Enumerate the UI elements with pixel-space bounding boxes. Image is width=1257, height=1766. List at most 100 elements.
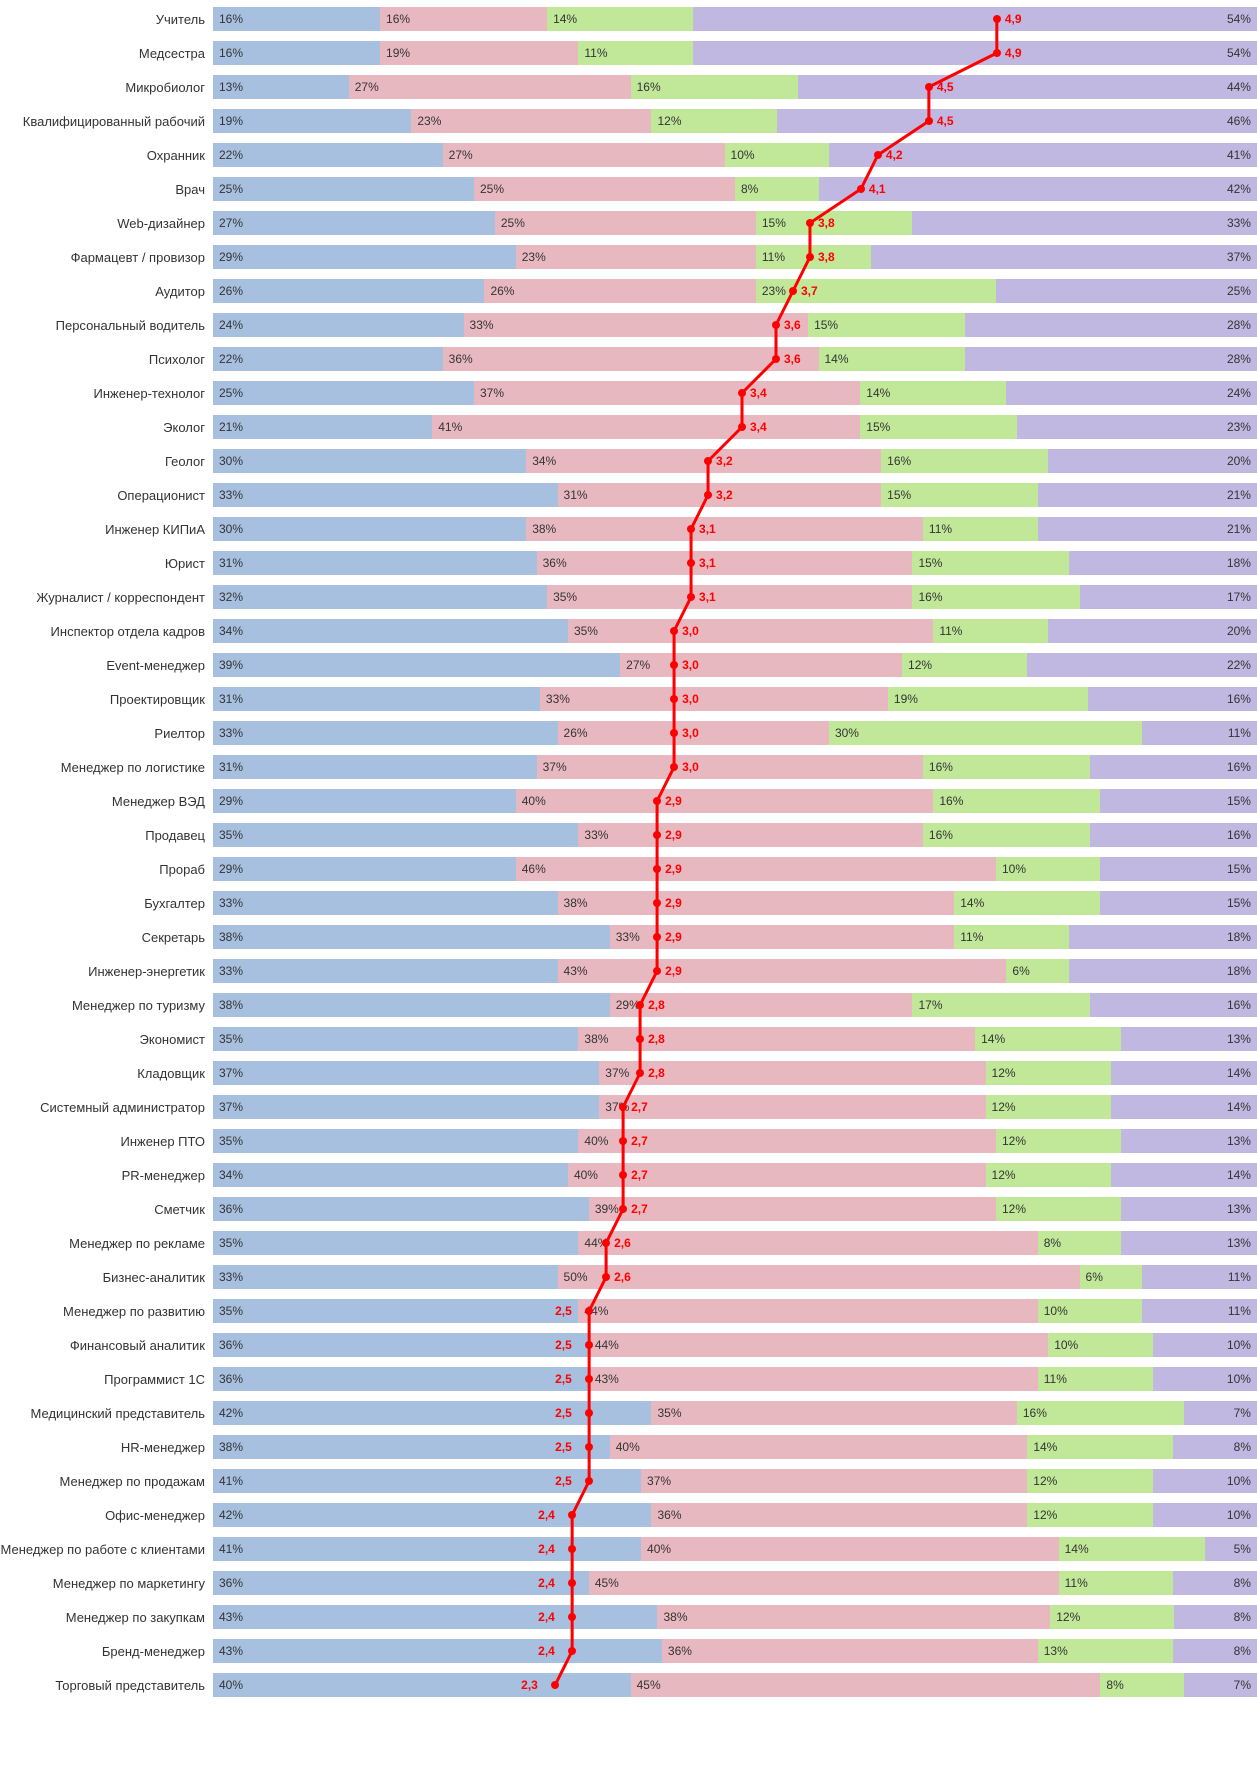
row-label: Менеджер по туризму xyxy=(0,998,213,1013)
bar-segment-3: 17% xyxy=(912,993,1089,1017)
bar-segment-1: 27% xyxy=(213,211,495,235)
bar-area: 34%40%12%14% xyxy=(213,1163,1257,1187)
bar-segment-3: 14% xyxy=(547,7,693,31)
bar-segment-1: 19% xyxy=(213,109,411,133)
row-label: Менеджер по логистике xyxy=(0,760,213,775)
bar-segment-3: 19% xyxy=(888,687,1088,711)
bar-area: 24%33%15%28% xyxy=(213,313,1257,337)
row-label: Менеджер по маркетингу xyxy=(0,1576,213,1591)
bar-segment-3: 10% xyxy=(1038,1299,1142,1323)
bar-segment-2: 35% xyxy=(651,1401,1016,1425)
bar-area: 36%43%11%10% xyxy=(213,1367,1257,1391)
bar-area: 13%27%16%44% xyxy=(213,75,1257,99)
bar-segment-2: 44% xyxy=(578,1299,1037,1323)
bar-segment-1: 35% xyxy=(213,1231,578,1255)
bar-segment-4: 41% xyxy=(829,143,1257,167)
row-label: Офис-менеджер xyxy=(0,1508,213,1523)
bar-segment-2: 37% xyxy=(641,1469,1027,1493)
chart-row: Бизнес-аналитик33%50%6%11% xyxy=(0,1262,1257,1292)
chart-row: Системный администратор37%37%12%14% xyxy=(0,1092,1257,1122)
chart-row: Персональный водитель24%33%15%28% xyxy=(0,310,1257,340)
bar-segment-1: 33% xyxy=(213,891,558,915)
bar-segment-3: 11% xyxy=(756,245,871,269)
bar-segment-3: 14% xyxy=(975,1027,1121,1051)
bar-segment-4: 54% xyxy=(693,7,1257,31)
bar-segment-3: 10% xyxy=(1048,1333,1152,1357)
bar-segment-2: 38% xyxy=(558,891,955,915)
bar-area: 27%25%15%33% xyxy=(213,211,1257,235)
chart-row: Продавец35%33%16%16% xyxy=(0,820,1257,850)
bar-segment-3: 16% xyxy=(923,755,1090,779)
bar-segment-4: 15% xyxy=(1100,789,1257,813)
bar-segment-4: 20% xyxy=(1048,619,1257,643)
bar-segment-3: 15% xyxy=(756,211,913,235)
bar-segment-2: 40% xyxy=(568,1163,986,1187)
bar-segment-1: 24% xyxy=(213,313,464,337)
bar-area: 33%43%6%18% xyxy=(213,959,1257,983)
bar-area: 43%38%12%8% xyxy=(213,1605,1257,1629)
bar-segment-4: 11% xyxy=(1142,721,1257,745)
chart-row: Web-дизайнер27%25%15%33% xyxy=(0,208,1257,238)
row-label: Квалифицированный рабочий xyxy=(0,114,213,129)
row-label: Бухгалтер xyxy=(0,896,213,911)
row-label: Аудитор xyxy=(0,284,213,299)
chart-row: Экономист35%38%14%13% xyxy=(0,1024,1257,1054)
chart-row: Бухгалтер33%38%14%15% xyxy=(0,888,1257,918)
row-label: PR-менеджер xyxy=(0,1168,213,1183)
bar-segment-1: 41% xyxy=(213,1537,641,1561)
bar-area: 31%33%19%16% xyxy=(213,687,1257,711)
bar-area: 41%40%14%5% xyxy=(213,1537,1257,1561)
bar-segment-3: 15% xyxy=(912,551,1069,575)
bar-segment-3: 16% xyxy=(923,823,1090,847)
bar-area: 31%37%16%16% xyxy=(213,755,1257,779)
bar-segment-1: 29% xyxy=(213,857,516,881)
row-label: Психолог xyxy=(0,352,213,367)
bar-segment-4: 10% xyxy=(1153,1503,1257,1527)
bar-area: 35%33%16%16% xyxy=(213,823,1257,847)
bar-segment-4: 8% xyxy=(1173,1639,1257,1663)
bar-segment-1: 32% xyxy=(213,585,547,609)
row-label: Инженер КИПиА xyxy=(0,522,213,537)
row-label: Менеджер по рекламе xyxy=(0,1236,213,1251)
bar-segment-4: 46% xyxy=(777,109,1257,133)
bar-area: 30%34%16%20% xyxy=(213,449,1257,473)
chart-row: Программист 1С36%43%11%10% xyxy=(0,1364,1257,1394)
bar-segment-2: 41% xyxy=(432,415,860,439)
chart-row: Микробиолог13%27%16%44% xyxy=(0,72,1257,102)
chart-row: Офис-менеджер42%36%12%10% xyxy=(0,1500,1257,1530)
bar-segment-4: 14% xyxy=(1111,1163,1257,1187)
bar-area: 33%31%15%21% xyxy=(213,483,1257,507)
bar-segment-1: 36% xyxy=(213,1333,589,1357)
chart-row: Медицинский представитель42%35%16%7% xyxy=(0,1398,1257,1428)
row-label: Менеджер по развитию xyxy=(0,1304,213,1319)
bar-segment-3: 8% xyxy=(735,177,819,201)
chart-row: Менеджер по продажам41%37%12%10% xyxy=(0,1466,1257,1496)
row-label: Менеджер по работе с клиентами xyxy=(0,1542,213,1557)
bar-segment-4: 10% xyxy=(1153,1367,1257,1391)
bar-segment-4: 10% xyxy=(1153,1333,1257,1357)
bar-area: 31%36%15%18% xyxy=(213,551,1257,575)
bar-area: 29%40%16%15% xyxy=(213,789,1257,813)
bar-segment-3: 14% xyxy=(860,381,1006,405)
bar-segment-1: 13% xyxy=(213,75,349,99)
row-label: HR-менеджер xyxy=(0,1440,213,1455)
row-label: Охранник xyxy=(0,148,213,163)
bar-segment-1: 22% xyxy=(213,347,443,371)
bar-segment-3: 15% xyxy=(808,313,965,337)
bar-segment-2: 33% xyxy=(540,687,888,711)
bar-segment-1: 25% xyxy=(213,381,474,405)
bar-segment-1: 37% xyxy=(213,1061,599,1085)
bar-area: 34%35%11%20% xyxy=(213,619,1257,643)
bar-segment-3: 11% xyxy=(933,619,1048,643)
bar-segment-3: 12% xyxy=(1027,1469,1152,1493)
bar-segment-3: 6% xyxy=(1080,1265,1143,1289)
bar-segment-4: 16% xyxy=(1088,687,1257,711)
bar-segment-3: 13% xyxy=(1038,1639,1174,1663)
bar-area: 35%38%14%13% xyxy=(213,1027,1257,1051)
bar-segment-1: 30% xyxy=(213,517,526,541)
chart-row: Проектировщик31%33%19%16% xyxy=(0,684,1257,714)
bar-area: 33%26%30%11% xyxy=(213,721,1257,745)
bar-segment-3: 6% xyxy=(1006,959,1069,983)
bar-segment-1: 43% xyxy=(213,1605,657,1629)
bar-segment-4: 22% xyxy=(1027,653,1257,677)
